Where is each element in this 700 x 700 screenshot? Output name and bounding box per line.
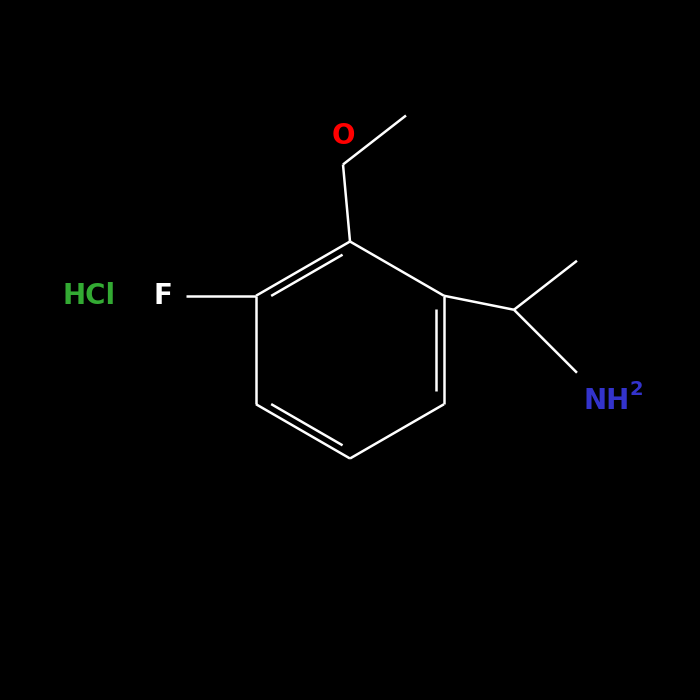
Text: 2: 2 (629, 379, 643, 399)
Text: F: F (153, 281, 172, 309)
Text: NH: NH (584, 386, 630, 414)
Text: O: O (331, 122, 355, 150)
Text: HCl: HCl (63, 281, 116, 309)
